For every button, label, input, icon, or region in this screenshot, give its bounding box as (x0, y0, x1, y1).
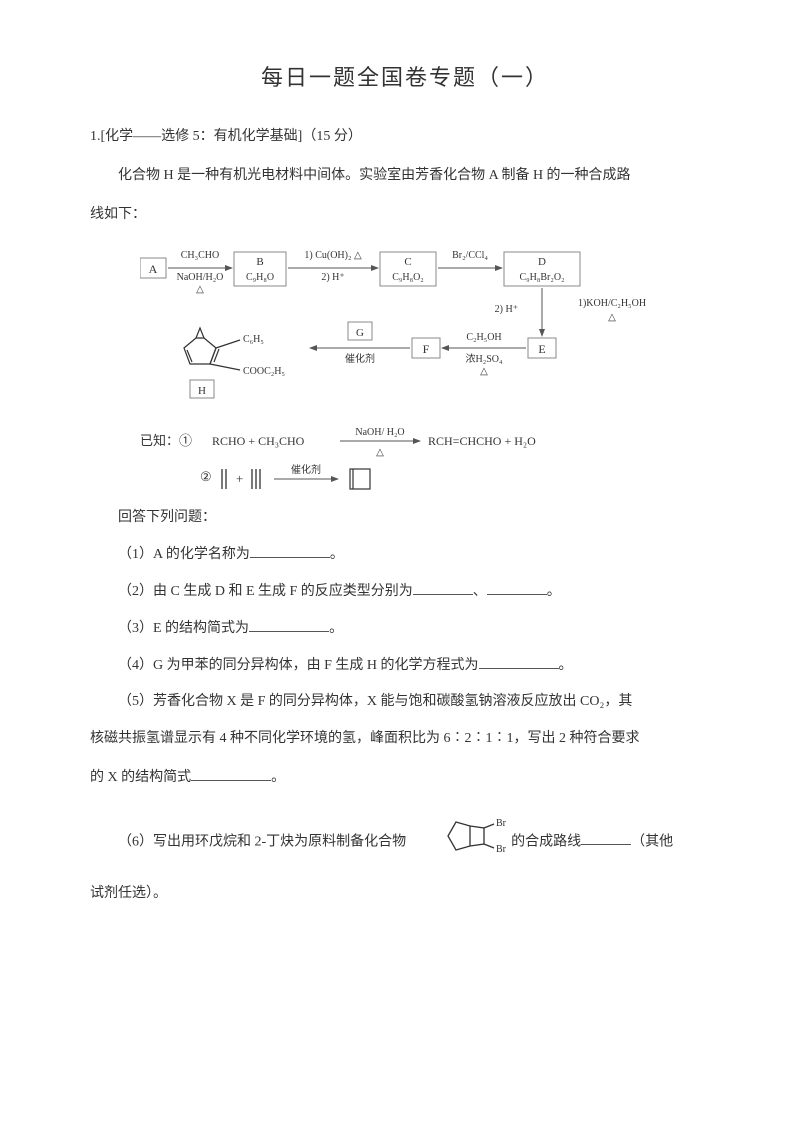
blank-6 (581, 830, 631, 845)
svg-text:已知：①: 已知：① (140, 433, 192, 448)
svg-text:△: △ (376, 447, 384, 458)
svg-text:F: F (423, 342, 430, 356)
svg-text:NaOH/ H₂O: NaOH/ H₂O (355, 427, 404, 438)
answer-header: 回答下列问题： (90, 503, 720, 534)
s3-text: （3）E 的结构简式为 (118, 621, 249, 636)
page-title: 每日一题全国卷专题（一） (90, 60, 720, 92)
sub-question-6: （6）写出用环戊烷和 2-丁炔为原料制备化合物 Br Br 的合成路线 （其他 (90, 812, 720, 873)
svg-text:1) Cu(OH)₂ △: 1) Cu(OH)₂ △ (304, 250, 362, 261)
target-compound-structure: Br Br (410, 812, 508, 873)
svg-text:Br₂/CCl₄: Br₂/CCl₄ (452, 250, 488, 261)
intro-line-2: 线如下： (90, 200, 720, 231)
sub-question-6d: 试剂任选）。 (90, 879, 720, 910)
svg-text:1)KOH/C₂H₅OH: 1)KOH/C₂H₅OH (578, 298, 646, 309)
s5c-text: 的 X 的结构简式 (90, 770, 191, 785)
reaction-scheme: A CH₃CHO NaOH/H₂O △ B C₉H₈O 1) Cu(OH)₂ △… (140, 240, 720, 415)
svg-text:E: E (538, 342, 545, 356)
s1-tail: 。 (330, 547, 344, 562)
sub-question-5b: 核磁共振氢谱显示有 4 种不同化学环境的氢，峰面积比为 6∶2∶1∶1，写出 2… (90, 724, 720, 755)
s5-tail: 。 (271, 770, 285, 785)
sub-question-3: （3）E 的结构简式为 。 (90, 614, 720, 645)
svg-text:G: G (356, 327, 364, 339)
svg-text:催化剂: 催化剂 (291, 463, 321, 476)
blank-3 (249, 617, 329, 632)
s2-text: （2）由 C 生成 D 和 E 生成 F 的反应类型分别为 (118, 584, 413, 599)
known-reactions: 已知：① RCHO + CH₃CHO NaOH/ H₂O △ RCH=CHCHO… (140, 425, 720, 497)
svg-text:②: ② (200, 469, 212, 484)
svg-text:H: H (198, 385, 206, 397)
sub-question-5a: （5）芳香化合物 X 是 F 的同分异构体，X 能与饱和碳酸氢钠溶液反应放出 C… (90, 687, 720, 718)
s6a-text: （6）写出用环戊烷和 2-丁炔为原料制备化合物 (118, 834, 406, 849)
blank-2b (487, 580, 547, 595)
svg-text:△: △ (480, 366, 488, 377)
svg-text:C₉H₈O₂: C₉H₈O₂ (392, 272, 424, 283)
svg-text:C₉H₈Br₂O₂: C₉H₈Br₂O₂ (519, 272, 564, 283)
blank-5 (191, 766, 271, 781)
sub-question-1: （1）A 的化学名称为 。 (90, 540, 720, 571)
sub-question-4: （4）G 为甲苯的同分异构体，由 F 生成 H 的化学方程式为 。 (90, 651, 720, 682)
svg-text:C₆H₅: C₆H₅ (243, 334, 264, 345)
svg-text:C₂H₅OH: C₂H₅OH (466, 332, 501, 343)
svg-text:CH₃CHO: CH₃CHO (181, 250, 220, 261)
svg-text:A: A (149, 262, 158, 276)
sub-question-2: （2）由 C 生成 D 和 E 生成 F 的反应类型分别为 、 。 (90, 577, 720, 608)
svg-text:RCHO + CH₃CHO: RCHO + CH₃CHO (212, 434, 305, 448)
svg-text:C₉H₈O: C₉H₈O (246, 272, 274, 283)
svg-text:D: D (538, 256, 546, 268)
svg-text:NaOH/H₂O: NaOH/H₂O (177, 272, 224, 283)
s2-tail: 。 (547, 584, 561, 599)
svg-text:2) H⁺: 2) H⁺ (495, 304, 518, 315)
s1-text: （1）A 的化学名称为 (118, 547, 250, 562)
svg-text:△: △ (608, 312, 616, 323)
blank-4 (479, 654, 559, 669)
svg-text:Br: Br (496, 844, 507, 855)
s2-sep: 、 (473, 584, 487, 599)
s4-text: （4）G 为甲苯的同分异构体，由 F 生成 H 的化学方程式为 (118, 658, 479, 673)
svg-text:B: B (256, 256, 263, 268)
intro-line-1: 化合物 H 是一种有机光电材料中间体。实验室由芳香化合物 A 制备 H 的一种合… (90, 161, 720, 192)
svg-text:C: C (404, 256, 411, 268)
s3-tail: 。 (329, 621, 343, 636)
s4-tail: 。 (559, 658, 573, 673)
sub-question-5c: 的 X 的结构简式 。 (90, 763, 720, 794)
svg-text:△: △ (196, 284, 204, 295)
s6b-text: 的合成路线 (511, 834, 581, 849)
blank-1 (250, 543, 330, 558)
svg-text:浓H₂SO₄: 浓H₂SO₄ (466, 353, 503, 365)
svg-text:RCH=CHCHO + H₂O: RCH=CHCHO + H₂O (428, 434, 536, 448)
svg-text:2) H⁺: 2) H⁺ (321, 272, 344, 283)
svg-text:+: + (236, 471, 243, 486)
svg-text:COOC₂H₅: COOC₂H₅ (243, 366, 285, 377)
svg-text:Br: Br (496, 818, 507, 829)
blank-2a (413, 580, 473, 595)
svg-text:催化剂: 催化剂 (345, 352, 375, 365)
s6c-text: （其他 (631, 834, 673, 849)
question-header: 1.[化学——选修 5：有机化学基础]（15 分） (90, 122, 720, 153)
